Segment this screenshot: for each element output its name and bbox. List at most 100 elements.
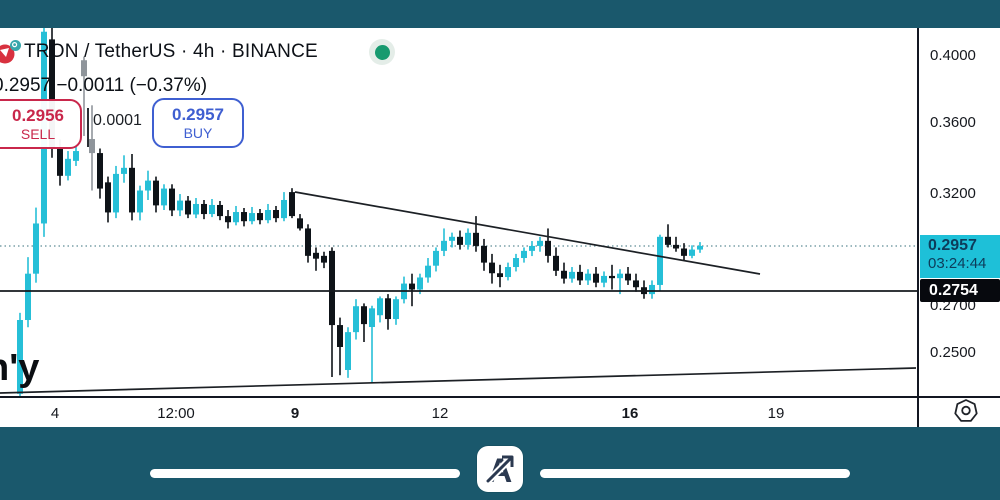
- current-price-value: 0.2957: [928, 237, 977, 254]
- candle: [673, 236, 679, 252]
- candle: [305, 224, 311, 263]
- candle: [449, 232, 455, 248]
- candle: [593, 267, 599, 288]
- status-bar: [0, 0, 1000, 28]
- candle: [697, 242, 703, 253]
- candle: [497, 264, 503, 288]
- candle: [193, 198, 199, 219]
- candle: [65, 151, 71, 181]
- candle: [489, 253, 495, 284]
- candle: [105, 176, 111, 223]
- candle: [345, 327, 351, 378]
- candle: [297, 214, 303, 231]
- candle: [681, 243, 687, 261]
- buy-button[interactable]: 0.2957 BUY: [152, 98, 244, 148]
- candle: [657, 234, 663, 291]
- sell-price: 0.2956: [12, 106, 64, 126]
- tron-logo-icon: [0, 40, 21, 64]
- candle: [473, 216, 479, 252]
- bar-countdown: 03:24:44: [928, 255, 987, 272]
- candle: [329, 247, 335, 378]
- candle: [641, 280, 647, 299]
- candle: [553, 247, 559, 276]
- candle: [633, 273, 639, 292]
- sell-button[interactable]: 0.2956 SELL: [0, 99, 82, 149]
- candle: [353, 299, 359, 340]
- descending-resistance-trendline[interactable]: [294, 191, 761, 275]
- buy-label: BUY: [183, 124, 213, 141]
- candle: [217, 200, 223, 221]
- time-axis[interactable]: 4 12:00 9 12 16 19: [0, 397, 917, 427]
- candle: [257, 208, 263, 225]
- candle: [73, 144, 79, 166]
- candle: [529, 241, 535, 257]
- candle: [369, 305, 375, 384]
- price-axis[interactable]: 0.4000 0.3600 0.3200 0.2700 0.2500 0.2957 03…: [917, 28, 1000, 427]
- candle: [25, 257, 31, 328]
- candle: [337, 317, 343, 376]
- candle: [441, 228, 447, 257]
- candle: [233, 205, 239, 226]
- sell-label: SELL: [20, 125, 56, 142]
- candle: [129, 154, 135, 221]
- candle: [617, 269, 623, 295]
- a-arrow-logo-icon: A: [484, 452, 514, 490]
- candle: [481, 238, 487, 271]
- candle: [689, 245, 695, 259]
- price-change-readout: 0.2957 −0.0011 (−0.37%): [0, 75, 208, 96]
- candle: [665, 224, 671, 248]
- candle: [201, 199, 207, 220]
- watermark: n'y: [0, 347, 39, 389]
- time-axis-separator: [0, 396, 1000, 398]
- candle: [585, 269, 591, 285]
- time-axis-label: 4: [50, 405, 60, 422]
- candle: [361, 303, 367, 343]
- candle: [265, 203, 271, 224]
- time-axis-label: 12: [431, 405, 449, 422]
- candle: [137, 185, 143, 221]
- symbol-title[interactable]: TRON / TetherUS · 4h · BINANCE: [24, 41, 318, 62]
- current-price-label: 0.2957 03:24:44: [920, 235, 1000, 278]
- candle: [225, 210, 231, 229]
- candle: [545, 228, 551, 263]
- candle: [577, 264, 583, 285]
- candle: [89, 105, 95, 191]
- candle: [457, 230, 463, 250]
- candle: [513, 253, 519, 272]
- candle: [313, 247, 319, 271]
- price-axis-label: 0.2500: [930, 344, 976, 361]
- candle: [97, 148, 103, 199]
- candle: [625, 267, 631, 285]
- candle: [409, 273, 415, 307]
- ascending-support-trendline[interactable]: [0, 367, 917, 394]
- spread-value: 0.0001: [93, 112, 142, 129]
- candle: [241, 207, 247, 227]
- candle: [145, 170, 151, 200]
- alert-price-label[interactable]: 0.2754: [920, 279, 1000, 302]
- candle: [281, 192, 287, 222]
- time-axis-label: 19: [767, 405, 785, 422]
- candle: [33, 207, 39, 283]
- candle: [289, 188, 295, 219]
- candle: [609, 264, 615, 290]
- candle: [601, 271, 607, 288]
- app-logo-button[interactable]: A: [477, 446, 523, 492]
- bottom-bar: A: [0, 427, 1000, 500]
- market-status-dot-icon: [369, 39, 395, 65]
- candle: [169, 184, 175, 217]
- settings-gear-icon[interactable]: [950, 396, 984, 428]
- candle: [113, 165, 119, 219]
- spread-tick-line: [87, 108, 89, 147]
- candle: [401, 276, 407, 304]
- candle: [209, 198, 215, 218]
- candle: [561, 262, 567, 284]
- candle: [153, 176, 159, 213]
- candle: [569, 267, 575, 283]
- candle: [273, 205, 279, 223]
- time-axis-label: 16: [621, 405, 639, 422]
- handle-pill-right: [540, 469, 850, 478]
- candle: [177, 194, 183, 217]
- candle: [185, 196, 191, 219]
- candle: [537, 236, 543, 252]
